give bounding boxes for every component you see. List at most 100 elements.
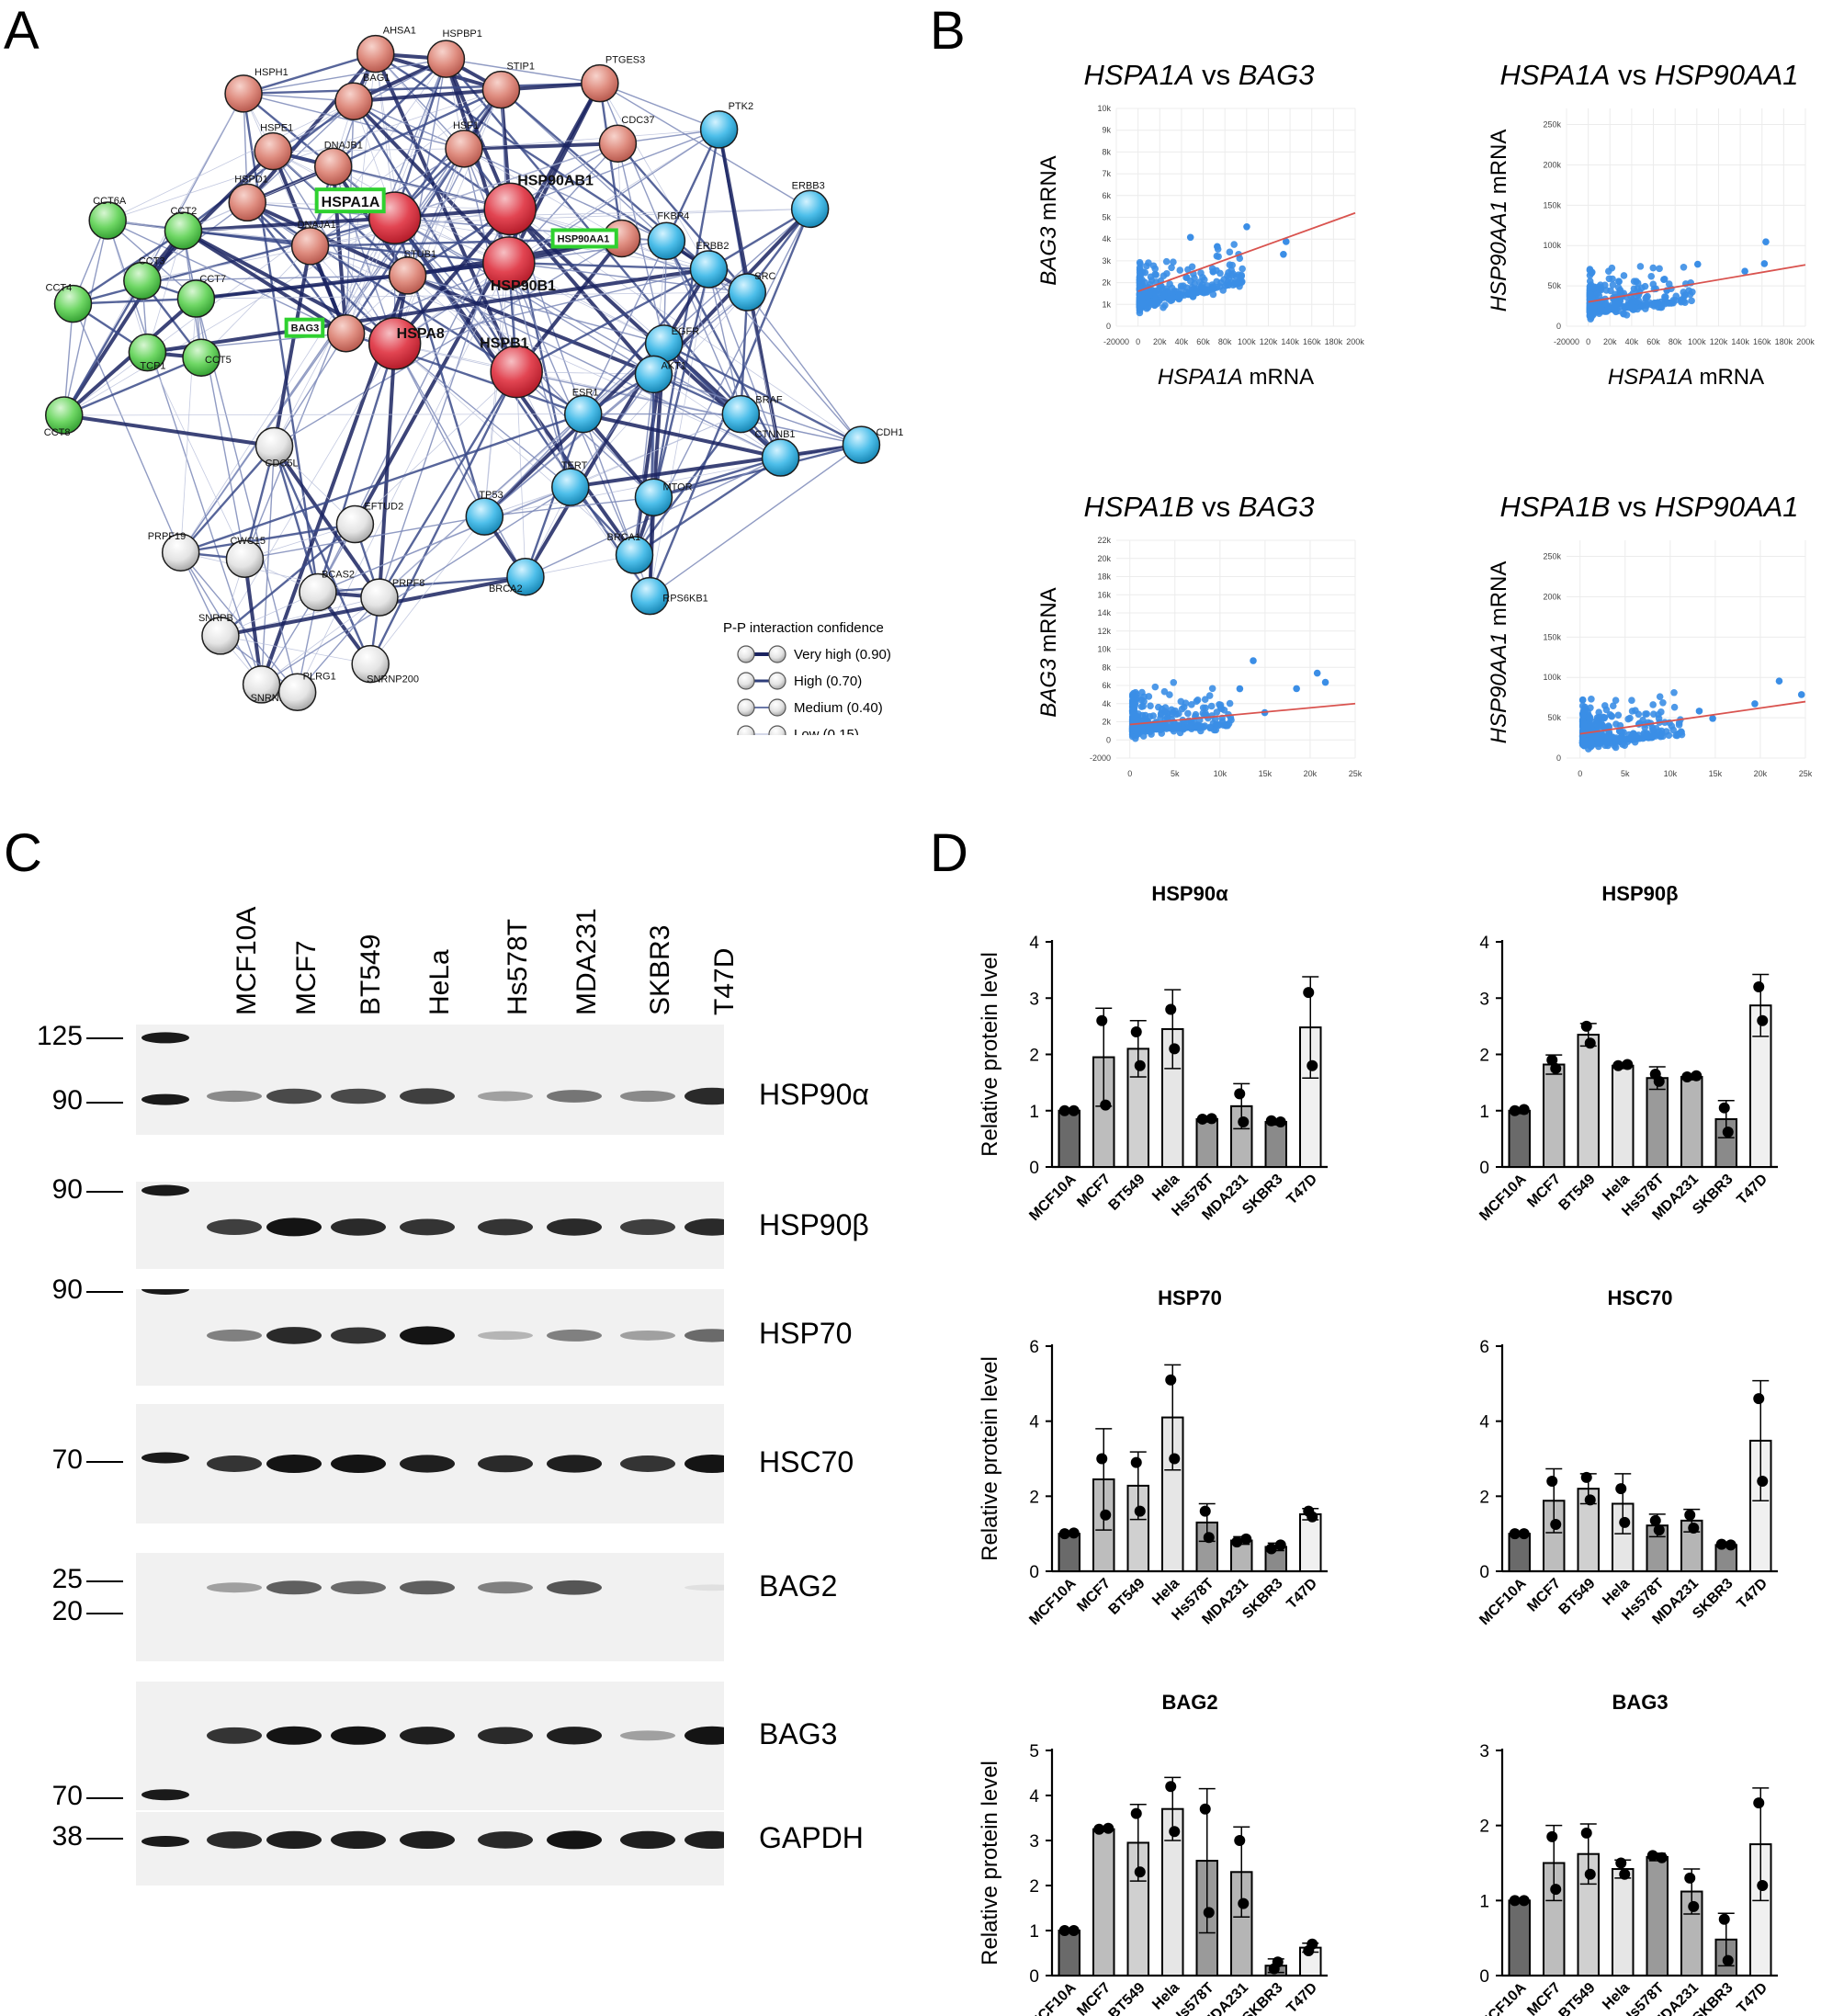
y-tick-label: 18k xyxy=(1097,572,1111,582)
y-tick-label: 0 xyxy=(1556,753,1561,763)
network-edge xyxy=(179,445,276,554)
scatter-point xyxy=(1207,702,1216,710)
scatter-point xyxy=(1612,743,1620,752)
node-cdc5l: CDC5L xyxy=(255,426,299,469)
node-egfr: EGFR xyxy=(644,324,699,363)
scatter-point xyxy=(1182,274,1191,281)
scatter-point xyxy=(1177,285,1185,293)
network-edge xyxy=(515,267,709,373)
node-hsp90aa1: HSP90AA1 xyxy=(550,219,641,258)
node-circle xyxy=(255,426,294,466)
scatter-point xyxy=(1628,697,1635,704)
network-edge xyxy=(375,53,465,150)
scatter-point xyxy=(1615,277,1623,286)
node-label: HSP90AB1 xyxy=(517,173,594,188)
lane-label-hs578t: Hs578T xyxy=(503,918,533,1015)
node-circle xyxy=(128,333,167,372)
data-point xyxy=(1509,1104,1521,1116)
network-edge xyxy=(662,343,782,459)
bar-hela xyxy=(1612,1064,1635,1168)
scatter-point xyxy=(1643,710,1651,718)
network-edge xyxy=(746,291,781,459)
band-hela xyxy=(400,1580,455,1595)
scatter-point xyxy=(1616,297,1624,305)
node-label: HSPH1 xyxy=(255,67,288,78)
y-tick-label: 1 xyxy=(1029,1103,1039,1122)
node-label: HSF1 xyxy=(453,120,479,131)
y-tick-label: 0 xyxy=(1479,1563,1489,1582)
data-point xyxy=(1653,1075,1665,1087)
node-circle xyxy=(242,665,281,704)
network-edge xyxy=(200,245,311,358)
network-edge xyxy=(274,237,622,447)
data-point xyxy=(1307,1511,1318,1523)
scatter-point xyxy=(1609,702,1617,710)
scatter-1: HSPA1A vs HSP90AA1 0 50k 100k 150k 200k 250k -2… xyxy=(1487,59,1815,390)
y-tick-label: 20k xyxy=(1097,554,1111,563)
y-tick-label: 4 xyxy=(1029,934,1039,953)
node-circle xyxy=(728,273,767,311)
network-edge xyxy=(621,238,748,293)
scatter-point xyxy=(1589,304,1598,312)
node-circle xyxy=(290,227,330,266)
bar-hs578t xyxy=(1646,1077,1669,1169)
node-circle xyxy=(482,236,536,289)
bar-chart-title: HSP90α xyxy=(1151,882,1228,905)
network-edge xyxy=(261,596,380,685)
node-snrnp200: SNRNP200 xyxy=(351,644,419,685)
data-point xyxy=(1753,981,1765,992)
node-label: RPS6KB1 xyxy=(662,594,708,605)
node-label: HSPBP1 xyxy=(442,28,481,40)
y-tick-label: 2 xyxy=(1029,1047,1039,1066)
node-circle xyxy=(634,478,673,517)
data-point xyxy=(1619,1516,1631,1528)
scatter-2: HSPA1B vs BAG3 -2000 0 2k 4k 6k 8k 10k 12k 14k 16k… xyxy=(1036,491,1363,778)
node-cdh1: CDH1 xyxy=(842,425,903,464)
blot-label-bag2: BAG2 xyxy=(759,1569,838,1603)
y-tick-label: 4 xyxy=(1479,934,1489,953)
scatter-point xyxy=(1184,709,1192,718)
scatter-point xyxy=(1775,677,1783,685)
data-point xyxy=(1274,1116,1286,1127)
band-skbr3 xyxy=(620,1830,675,1850)
scatter-point xyxy=(1154,300,1161,308)
scatter-point xyxy=(1588,695,1595,703)
network-edge xyxy=(393,208,512,345)
data-point xyxy=(1619,1868,1631,1880)
network-edge xyxy=(394,268,709,345)
data-point xyxy=(1265,1543,1277,1555)
x-tick-label: 20k xyxy=(1603,337,1617,346)
network-edge xyxy=(62,279,143,416)
band-hs578t xyxy=(478,1455,533,1473)
network-edge xyxy=(261,486,571,685)
network-edge xyxy=(369,371,518,665)
network-edge xyxy=(243,93,465,150)
scatter-point xyxy=(1660,276,1668,284)
y-tick-label: 250k xyxy=(1543,552,1561,561)
data-point xyxy=(1518,1104,1530,1116)
legend-item-1: High (0.70) xyxy=(737,672,862,690)
node-circle xyxy=(176,279,216,318)
data-point xyxy=(1509,1528,1521,1540)
scatter-point xyxy=(1170,727,1178,735)
band-mcf7 xyxy=(266,1218,322,1237)
scatter-point xyxy=(1239,277,1246,286)
node-circle xyxy=(388,256,427,295)
bar-skbr3 xyxy=(1264,1121,1287,1168)
bar-mcf10a xyxy=(1508,1533,1531,1573)
network-edge xyxy=(63,357,202,417)
x-tick-label: 80k xyxy=(1669,337,1682,346)
y-tick-label: 2 xyxy=(1479,1818,1489,1837)
band-mda231 xyxy=(547,1455,602,1473)
y-tick-label: 10k xyxy=(1097,104,1111,113)
band-mda231 xyxy=(547,1329,602,1342)
y-axis-label: Relative protein level xyxy=(978,1356,1002,1561)
scatter-point xyxy=(1630,277,1638,286)
network-edge xyxy=(245,52,378,204)
scatter-point xyxy=(1132,688,1139,697)
y-tick-label: 1 xyxy=(1479,1103,1489,1122)
network-edge xyxy=(394,208,810,219)
band-mcf10a xyxy=(207,1218,262,1235)
node-fkbp4: FKBP4 xyxy=(647,210,689,261)
scatter-point xyxy=(1601,714,1609,722)
